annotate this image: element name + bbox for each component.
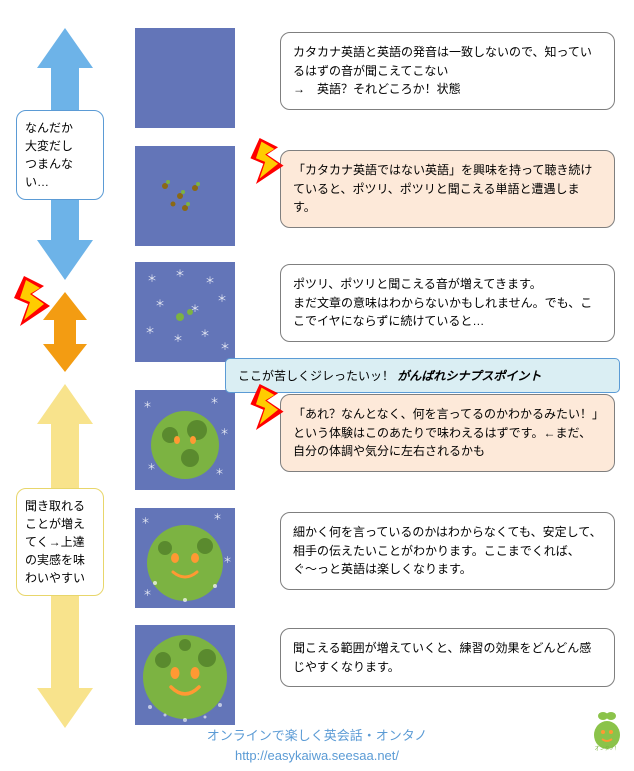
stage2-image [135, 146, 235, 246]
stage1-image [135, 28, 235, 128]
svg-text:＊: ＊ [143, 400, 152, 410]
intermediate-box: ここが苦しくジレったいッ！ がんばれシナプスポイント [225, 358, 620, 393]
yellow-arrow-label: 聞き取れる ことが増え てく→上達 の実感を味 わいやすい [16, 488, 104, 596]
svg-text:＊: ＊ [147, 274, 157, 285]
svg-text:＊: ＊ [213, 512, 222, 522]
svg-text:＊: ＊ [173, 334, 183, 345]
svg-text:＊: ＊ [223, 555, 232, 565]
stage4-image: ＊ ＊ ＊ ＊ ＊ [135, 390, 235, 490]
footer-link[interactable]: http://easykaiwa.seesaa.net/ [235, 748, 399, 763]
svg-text:＊: ＊ [141, 516, 150, 526]
svg-text:＊: ＊ [175, 269, 185, 280]
lightning-bolt-icon [250, 138, 284, 184]
svg-text:オンタノ！: オンタノ！ [595, 745, 620, 751]
logo-icon: オンタノ！ [590, 709, 624, 751]
svg-text:＊: ＊ [200, 329, 210, 340]
desc-text: 聞こえる範囲が増えていくと、練習の効果をどんどん感じやすくなります。 [293, 641, 591, 674]
desc1: カタカナ英語と英語の発音は一致しないので、知っているはずの音が聞こえてこない →… [280, 32, 615, 110]
footer: オンラインで楽しく英会話・オンタノ http://easykaiwa.seesa… [0, 726, 634, 765]
inter-bold: がんばれシナプスポイント [397, 369, 541, 383]
svg-text:＊: ＊ [215, 467, 224, 477]
desc4: 「あれ？なんとなく、何を言ってるのかわかるみたい！」という体験はこのあたりで味わ… [280, 394, 615, 472]
desc-text: ポツリ、ポツリと聞こえる音が増えてきます。 まだ文章の意味はわからないかもしれま… [293, 277, 592, 328]
stage3-image: ＊＊＊ ＊＊＊ ＊＊＊＊ [135, 262, 235, 362]
lightning-bolt-icon [250, 384, 284, 430]
svg-text:＊: ＊ [155, 299, 165, 310]
desc6: 聞こえる範囲が増えていくと、練習の効果をどんどん感じやすくなります。 [280, 628, 615, 687]
desc5: 細かく何を言っているのかはわからなくても、安定して、相手の伝えたいことがわかりま… [280, 512, 615, 590]
footer-title: オンラインで楽しく英会話・オンタノ [0, 726, 634, 746]
svg-text:＊: ＊ [145, 326, 155, 337]
desc-text: 細かく何を言っているのかはわからなくても、安定して、相手の伝えたいことがわかりま… [293, 525, 602, 576]
svg-text:＊: ＊ [205, 276, 215, 287]
desc2: 「カタカナ英語ではない英語」を興味を持って聴き続けていると、ポツリ、ポツリと聞こ… [280, 150, 615, 228]
svg-text:＊: ＊ [147, 462, 156, 472]
svg-text:＊: ＊ [217, 294, 227, 305]
inter-prefix: ここが苦しくジレったいッ！ [238, 369, 394, 383]
desc3: ポツリ、ポツリと聞こえる音が増えてきます。 まだ文章の意味はわからないかもしれま… [280, 264, 615, 342]
svg-text:＊: ＊ [220, 342, 230, 353]
lightning-bolt-icon [14, 276, 50, 326]
desc-text: カタカナ英語と英語の発音は一致しないので、知っているはずの音が聞こえてこない →… [293, 45, 592, 96]
yellow-label-text: 聞き取れる ことが増え てく→上達 の実感を味 わいやすい [25, 499, 85, 585]
desc-text: 「カタカナ英語ではない英語」を興味を持って聴き続けていると、ポツリ、ポツリと聞こ… [293, 163, 592, 214]
desc-text: 「あれ？なんとなく、何を言ってるのかわかるみたい！」という体験はこのあたりで味わ… [293, 407, 598, 458]
blue-arrow-label: なんだか 大変だし つまんない… [16, 110, 104, 200]
blue-label-text: なんだか 大変だし つまんない… [25, 121, 73, 189]
svg-text:＊: ＊ [220, 427, 229, 437]
stage6-image [135, 625, 235, 725]
stage5-image: ＊ ＊ ＊ ＊ [135, 508, 235, 608]
svg-text:＊: ＊ [143, 588, 152, 598]
svg-text:＊: ＊ [210, 396, 219, 406]
